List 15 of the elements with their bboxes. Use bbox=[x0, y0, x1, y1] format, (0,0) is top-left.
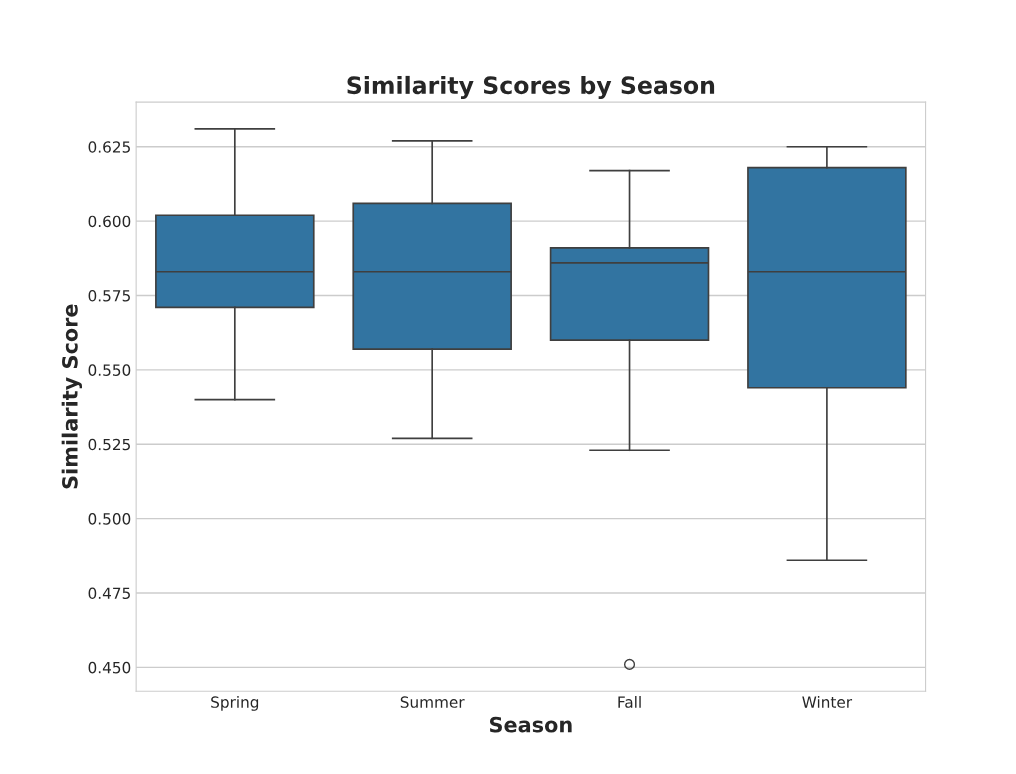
x-tick-label: Spring bbox=[211, 696, 259, 711]
y-tick-label: 0.600 bbox=[88, 215, 131, 228]
x-tick-label: Winter bbox=[802, 696, 853, 708]
x-tick-label: Summer bbox=[400, 696, 465, 708]
x-axis-title: Season bbox=[489, 716, 572, 733]
y-tick-label: 0.575 bbox=[88, 290, 130, 302]
y-tick-label: 0.450 bbox=[88, 661, 131, 674]
y-tick-label: 0.525 bbox=[88, 438, 130, 451]
y-tick-label: 0.500 bbox=[88, 513, 131, 525]
x-tick-label: Fall bbox=[618, 696, 641, 708]
chart-title: Similarity Scores by Season bbox=[347, 75, 715, 99]
y-tick-label: 0.475 bbox=[88, 587, 130, 600]
y-axis-title: Similarity Score bbox=[61, 304, 82, 489]
y-tick-label: 0.550 bbox=[88, 364, 131, 376]
y-tick-label: 0.625 bbox=[88, 141, 130, 153]
